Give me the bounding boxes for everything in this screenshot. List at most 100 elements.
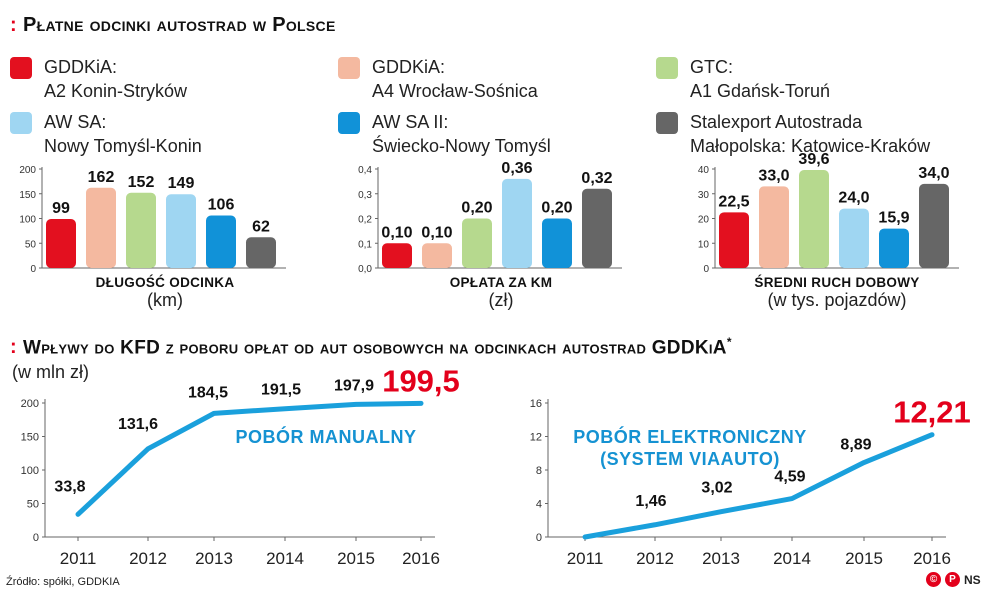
x-tick-label: 2016	[402, 549, 440, 568]
point-value-label: 8,89	[840, 437, 871, 454]
series-label: POBÓR MANUALNY	[236, 426, 417, 447]
bottom-title-text: Wpływy do KFD z poboru opłat od aut osob…	[22, 337, 727, 359]
bar-value-label: 24,0	[838, 190, 869, 207]
y-tick-label: 150	[19, 190, 36, 201]
x-tick-label: 2014	[773, 549, 811, 568]
bar-value-label: 106	[208, 197, 235, 214]
bar	[246, 237, 276, 268]
y-tick-label: 8	[536, 465, 542, 477]
chart-1-title: DŁUGOŚĆ ODCINKA (km)	[40, 275, 290, 311]
legend-label: AW SA II: Świecko-Nowy Tomyśl	[372, 112, 551, 156]
legend-item: AW SA II: Świecko-Nowy Tomyśl	[338, 110, 551, 158]
x-tick-label: 2016	[913, 549, 951, 568]
source-note: Źródło: spółki, GDDKIA	[6, 576, 120, 588]
bottom-unit: (w mln zł)	[12, 362, 89, 382]
legend-label: Stalexport Autostrada Małopolska: Katowic…	[690, 112, 931, 156]
line-chart-2: 0 4 8 12 16 2011 2012 2013 2014 2015 2016 1,46 3,02 4…	[530, 395, 971, 568]
bar-value-label: 22,5	[718, 193, 749, 210]
x-tick-label: 2013	[195, 549, 233, 568]
chart-1-title-text: DŁUGOŚĆ ODCINKA	[95, 275, 235, 290]
point-value-label: 4,59	[774, 469, 805, 486]
line-chart-1: 0 50 100 150 200 2011 2012 2013 2014 2015 2016 33,8…	[21, 370, 460, 568]
bar	[582, 188, 612, 268]
bar	[919, 183, 949, 268]
top-title-text: Płatne odcinki autostrad w Polsce	[22, 14, 336, 36]
top-section-title: : Płatne odcinki autostrad w Polsce	[10, 14, 336, 37]
bar-value-label: 0,36	[501, 160, 532, 177]
point-value-label: 131,6	[118, 416, 158, 433]
chart-2-title-text: OPŁATA ZA KM	[449, 275, 553, 290]
series-label: POBÓR ELEKTRONICZNY	[573, 426, 807, 447]
legend-swatch	[656, 112, 678, 134]
x-tick-label: 2011	[567, 549, 604, 568]
bar-value-label: 33,0	[758, 167, 789, 184]
legend-swatch	[10, 57, 32, 79]
highlight-value-label: 12,21	[893, 395, 971, 430]
point-value-label: 197,9	[334, 377, 374, 394]
x-tick-label: 2015	[337, 549, 375, 568]
chart-2-title: OPŁATA ZA KM (zł)	[376, 275, 626, 311]
bar	[422, 243, 452, 268]
y-tick-label: 0	[30, 264, 36, 275]
y-tick-label: 0,0	[358, 264, 372, 275]
bar	[839, 208, 869, 268]
y-tick-label: 150	[21, 432, 39, 444]
bar-chart-1: 0 50 100 150 200 99 162 152 149 106 62	[19, 165, 286, 275]
point-value-label: 3,02	[701, 480, 732, 497]
y-tick-label: 30	[698, 190, 710, 201]
point-value-label: 184,5	[188, 384, 228, 401]
bar-chart-2: 0,0 0,1 0,2 0,3 0,4 0,10 0,10 0,20 0,36 0,20 0,32	[358, 160, 622, 275]
y-tick-label: 10	[698, 239, 710, 250]
x-tick-label: 2013	[702, 549, 740, 568]
series-line	[582, 432, 935, 540]
legend-label: GTC: A1 Gdańsk-Toruń	[690, 57, 831, 101]
p-icon: P	[945, 572, 960, 587]
x-tick-label: 2012	[636, 549, 674, 568]
y-tick-label: 4	[536, 499, 542, 511]
publisher-logo: © P NS	[926, 572, 981, 587]
bar-value-label: 149	[168, 175, 195, 192]
bar	[166, 194, 196, 268]
highlight-value-label: 199,5	[382, 370, 460, 398]
chart-1-unit: (km)	[147, 290, 183, 310]
bar-value-label: 152	[128, 174, 155, 191]
line-charts: 0 50 100 150 200 2011 2012 2013 2014 2015 2016 33,8…	[21, 370, 971, 568]
legend-item: GTC: A1 Gdańsk-Toruń	[656, 55, 830, 103]
y-tick-label: 50	[27, 499, 39, 511]
legend-item: GDDKiA: A2 Konin-Stryków	[10, 55, 187, 103]
legend-label: GDDKiA: A2 Konin-Stryków	[44, 57, 188, 101]
bar-value-label: 99	[52, 200, 70, 217]
y-tick-label: 100	[19, 215, 36, 226]
bar	[46, 218, 76, 268]
bar-value-label: 162	[88, 169, 115, 186]
x-tick-label: 2011	[60, 549, 97, 568]
y-tick-label: 40	[698, 165, 710, 176]
point-value-label: 33,8	[54, 478, 85, 495]
y-tick-label: 0	[33, 532, 39, 544]
section-marker-icon: :	[10, 336, 17, 359]
bar	[879, 228, 909, 268]
footnote-star: *	[726, 335, 732, 349]
bar	[542, 218, 572, 268]
point-value-label: 1,46	[635, 493, 666, 510]
bottom-section-title: : Wpływy do KFD z poboru opłat od aut oso…	[10, 335, 732, 359]
bar	[719, 212, 749, 268]
legend-swatch	[338, 57, 360, 79]
bar	[126, 192, 156, 268]
y-tick-label: 0,3	[358, 190, 372, 201]
legend-label: AW SA: Nowy Tomyśl-Konin	[44, 112, 202, 156]
x-tick-label: 2014	[266, 549, 304, 568]
y-tick-label: 0	[703, 264, 709, 275]
bar	[502, 178, 532, 268]
point-value-label: 191,5	[261, 382, 301, 399]
bar-value-label: 39,6	[798, 151, 829, 168]
bar	[86, 187, 116, 268]
y-tick-label: 50	[25, 239, 37, 250]
bar	[799, 169, 829, 268]
bar-value-label: 0,20	[541, 200, 572, 217]
y-tick-label: 100	[21, 465, 39, 477]
bar	[382, 243, 412, 268]
copyright-icon: ©	[926, 572, 941, 587]
legend-swatch	[656, 57, 678, 79]
